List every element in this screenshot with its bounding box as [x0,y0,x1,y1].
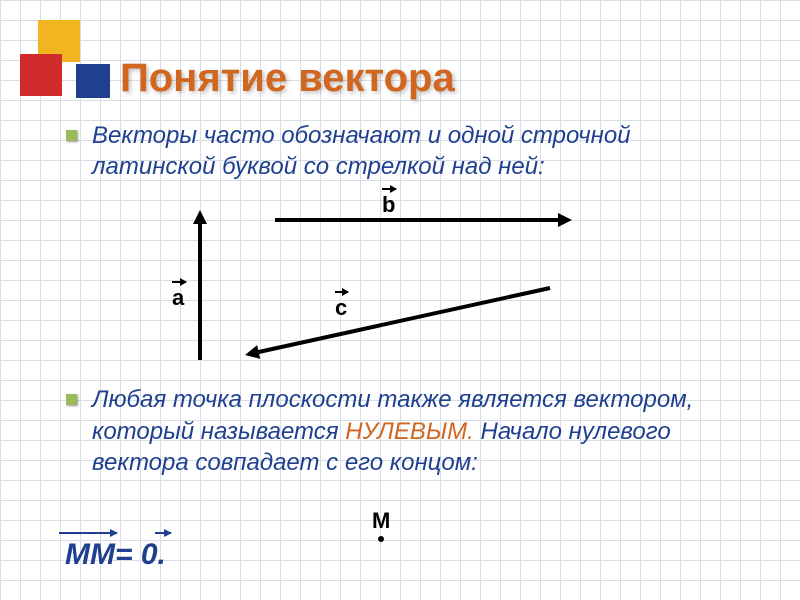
equation-lhs: ММ [65,538,115,571]
bullet-2: Любая точка плоскости также является век… [60,384,760,478]
bullet-1: Векторы часто обозначают и одной строчно… [60,120,760,182]
page-title: Понятие вектора [120,56,455,101]
zero-vector-point: M [372,508,390,542]
bullet-2-text: Любая точка плоскости также является век… [92,386,693,475]
point-m-dot [378,536,384,542]
vector-b-letter: b [382,192,395,217]
equation-rhs: = 0. [115,538,166,571]
content-area: Векторы часто обозначают и одной строчно… [60,120,760,486]
corner-accent [20,20,130,90]
vector-diagram: a b c [80,190,760,380]
vector-label-a: a [172,285,184,311]
vector-label-b: b [382,192,395,218]
point-m-label: M [372,508,390,534]
zero-vector-equation: ММ = 0. [65,538,166,572]
vector-a-letter: a [172,285,184,310]
vector-c-letter: c [335,295,347,320]
vector-label-c: c [335,295,347,321]
bullet-1-text: Векторы часто обозначают и одной строчно… [92,122,631,180]
